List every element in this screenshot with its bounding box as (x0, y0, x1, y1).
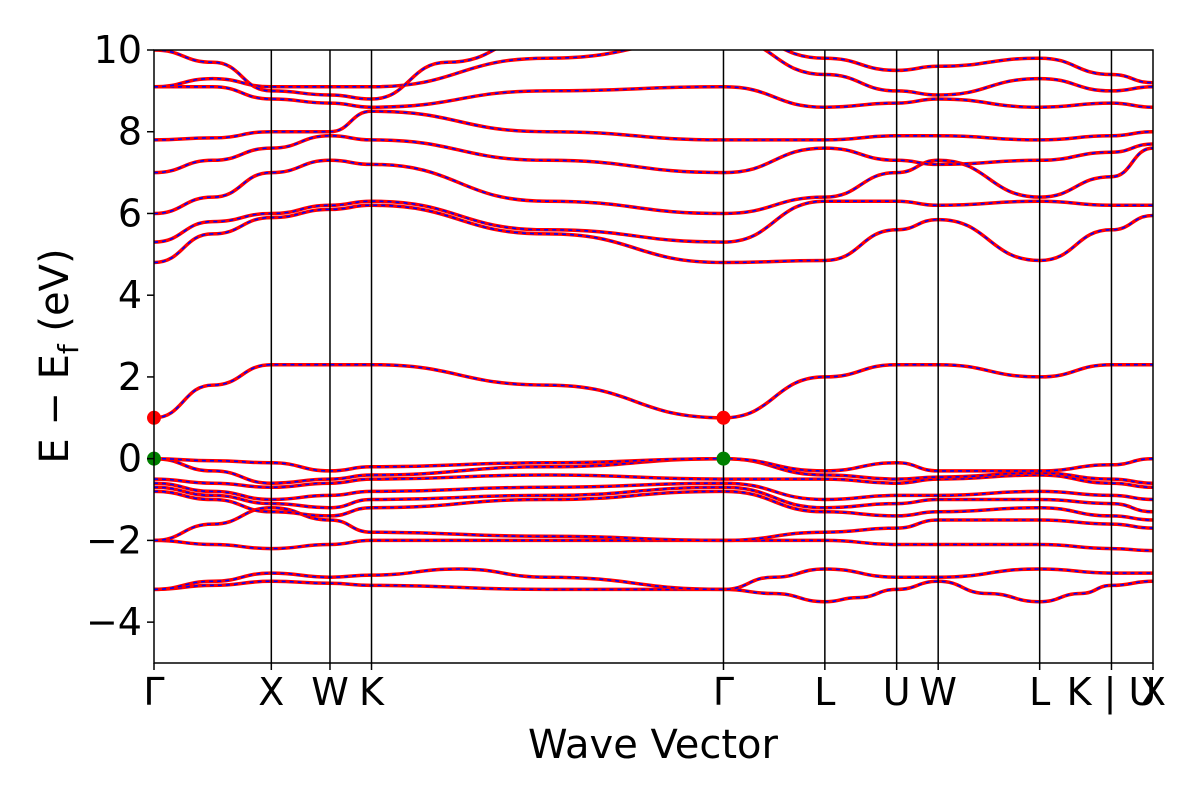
y-axis-title-suffix: (eV) (32, 248, 78, 344)
band-10-dash (154, 363, 1153, 419)
y-tick-label-1: −2 (86, 518, 142, 562)
y-tick-label-3: 2 (118, 355, 142, 399)
band-1-dash (154, 568, 1153, 591)
y-axis-title: E − Ef (eV) (32, 248, 85, 463)
band-11 (154, 203, 1153, 265)
x-tick-label-1: X (258, 670, 284, 714)
band-16 (154, 85, 1153, 109)
x-tick-label-0: Γ (143, 670, 164, 714)
plot-frame (153, 49, 1154, 664)
y-axis-title-prefix: E − E (32, 354, 78, 464)
band-7-dash (154, 474, 1153, 489)
x-tick-label-6: U (883, 670, 911, 714)
x-tick-label-2: W (311, 670, 349, 714)
x-tick-label-3: K (359, 670, 385, 714)
x-axis-title: Wave Vector (528, 722, 779, 768)
x-tick-label-7: W (919, 670, 957, 714)
band-6-dash (154, 482, 1153, 501)
band-1 (154, 567, 1153, 592)
band-12-dash (154, 200, 1153, 243)
x-tick-label-9: K | U (1067, 670, 1157, 715)
vbm-marker-1 (716, 451, 731, 466)
y-tick-label-4: 4 (118, 273, 142, 317)
x-tick-label-5: L (814, 670, 835, 714)
band-edge-markers (147, 410, 731, 466)
band-0-dash (154, 580, 1153, 603)
band-5-dash (154, 486, 1153, 513)
x-tick-label-8: L (1029, 670, 1050, 714)
x-tick-label-10: X (1140, 670, 1166, 714)
band-10 (154, 362, 1153, 420)
high-symmetry-lines (270, 50, 1113, 663)
band-9 (154, 456, 1153, 473)
cbm-marker-1 (716, 410, 731, 425)
band-13-dash (154, 147, 1153, 215)
band-9-dash (154, 457, 1153, 472)
y-tick-label-0: −4 (86, 600, 142, 644)
y-tick-label-6: 8 (118, 110, 142, 154)
band-14-dash (154, 134, 1153, 174)
band-8-dash (154, 457, 1153, 485)
band-3-dash (154, 506, 1153, 542)
band-18-dash (154, 50, 1153, 100)
band-12 (154, 199, 1153, 244)
band-2 (154, 538, 1153, 553)
band-11-dash (154, 204, 1153, 264)
band-17 (154, 50, 1153, 97)
y-tick-label-2: 0 (118, 437, 142, 481)
band-lines (154, 50, 1153, 604)
band-4-dash (154, 490, 1153, 521)
y-axis-ticks: −4 −2 0 2 4 6 8 10 (86, 28, 154, 644)
band-16-dash (154, 85, 1153, 109)
y-tick-label-7: 10 (94, 28, 142, 72)
x-tick-label-4: Γ (713, 670, 734, 714)
y-axis-title-subscript: f (52, 343, 85, 354)
band-15 (154, 109, 1153, 142)
y-tick-label-5: 6 (118, 191, 142, 235)
band-15-dash (154, 110, 1153, 141)
